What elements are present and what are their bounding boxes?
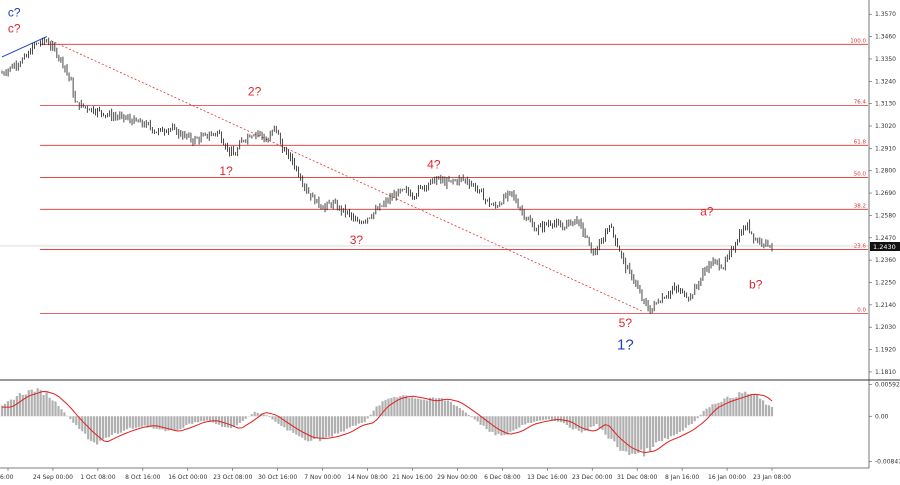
wave-label: 4?: [427, 158, 441, 172]
wave-label: c?: [8, 6, 21, 20]
price-tick-label: 1.3570: [875, 11, 896, 18]
price-tick-label: 1.1920: [875, 347, 896, 354]
price-tick-label: 1.2800: [875, 168, 896, 175]
time-tick-label: 7 Nov 00:00: [304, 474, 341, 481]
wave-labels: c? c? 1? 2? 3? 4? 5? 1? a? b?: [8, 6, 763, 354]
current-price-tag: [870, 242, 900, 251]
time-tick-label: 14 Nov 08:00: [347, 474, 388, 481]
time-tick-label: 23 Oct 08:00: [213, 474, 252, 481]
price-axis-ticks: 1.3570 1.3460 1.3350 1.3240 1.3130 1.3020 1.29…: [869, 11, 896, 376]
candles: [1, 37, 773, 314]
wave-label: a?: [700, 204, 714, 218]
price-tick-label: 1.2580: [875, 212, 896, 219]
wave-c-segment: [1, 36, 48, 58]
time-tick-label: 6:00: [0, 474, 14, 481]
time-tick-label: 16 Oct 00:00: [168, 474, 207, 481]
wave-label: 1?: [617, 337, 634, 354]
time-tick-label: 31 Dec 08:00: [617, 474, 658, 481]
oscillator-tick-label: -0.00847: [875, 458, 900, 465]
price-tick-label: 1.2140: [875, 302, 896, 309]
price-tick-label: 1.2030: [875, 324, 896, 331]
wave-label: 1?: [219, 164, 233, 178]
wave-label: b?: [749, 278, 763, 292]
price-tick-label: 1.3240: [875, 78, 896, 85]
price-tick-label: 1.2470: [875, 235, 896, 242]
oscillator-axis-ticks: 0.00592 0.00 -0.00847: [869, 382, 900, 465]
trend-line-dashed: [50, 40, 642, 312]
price-tick-label: 1.3020: [875, 123, 896, 130]
time-tick-label: 16 Jan 00:00: [708, 474, 746, 481]
current-price-label: 1.2430: [873, 243, 896, 251]
time-tick-label: 24 Sep 00:00: [33, 474, 73, 481]
fib-label: 50.0: [854, 171, 867, 177]
time-tick-label: 23 Jan 08:00: [753, 474, 791, 481]
fib-label: 100.0: [850, 38, 866, 44]
price-tick-label: 1.2250: [875, 279, 896, 286]
time-tick-label: 30 Oct 16:00: [258, 474, 297, 481]
price-tick-label: 1.1810: [875, 369, 896, 376]
price-tick-label: 1.3350: [875, 56, 896, 63]
wave-label: 2?: [248, 85, 262, 99]
time-tick-label: 29 Nov 00:00: [437, 474, 478, 481]
time-tick-label: 13 Dec 16:00: [527, 474, 568, 481]
price-tick-label: 1.3460: [875, 34, 896, 41]
price-tick-label: 1.2690: [875, 190, 896, 197]
fib-label: 23.6: [854, 244, 867, 250]
oscillator-tick-label: 0.00592: [875, 382, 900, 389]
time-tick-label: 6 Dec 08:00: [484, 474, 521, 481]
oscillator-signal-line: [2, 390, 773, 454]
time-tick-label: 8 Jan 16:00: [665, 474, 699, 481]
oscillator-tick-label: 0.00: [875, 413, 889, 420]
oscillator: [0, 388, 774, 457]
price-tick-label: 1.2910: [875, 145, 896, 152]
wave-label: c?: [8, 22, 21, 36]
time-tick-label: 23 Dec 00:00: [572, 474, 613, 481]
time-tick-label: 1 Oct 08:00: [80, 474, 115, 481]
wave-label: 3?: [350, 233, 364, 247]
fib-label: 38.2: [854, 203, 866, 209]
fib-label: 0.0: [857, 307, 866, 313]
price-tick-label: 1.2360: [875, 257, 896, 264]
time-axis-labels: 6:00 24 Sep 00:00 1 Oct 08:00 8 Oct 16:00 16…: [0, 468, 791, 481]
fib-levels: 100.0 76.4 61.8 50.0 38.2 23.6 0.0: [0, 38, 868, 314]
time-tick-label: 8 Oct 16:00: [125, 474, 160, 481]
fib-label: 61.8: [854, 139, 867, 145]
trend-lines: [1, 36, 642, 312]
time-tick-label: 21 Nov 16:00: [392, 474, 433, 481]
price-tick-label: 1.3130: [875, 101, 896, 108]
wave-label: 5?: [619, 316, 633, 330]
fib-label: 76.4: [854, 99, 867, 105]
